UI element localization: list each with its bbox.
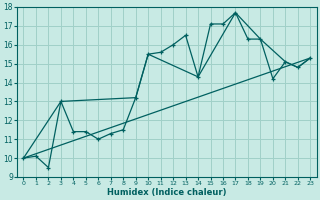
X-axis label: Humidex (Indice chaleur): Humidex (Indice chaleur) bbox=[107, 188, 227, 197]
